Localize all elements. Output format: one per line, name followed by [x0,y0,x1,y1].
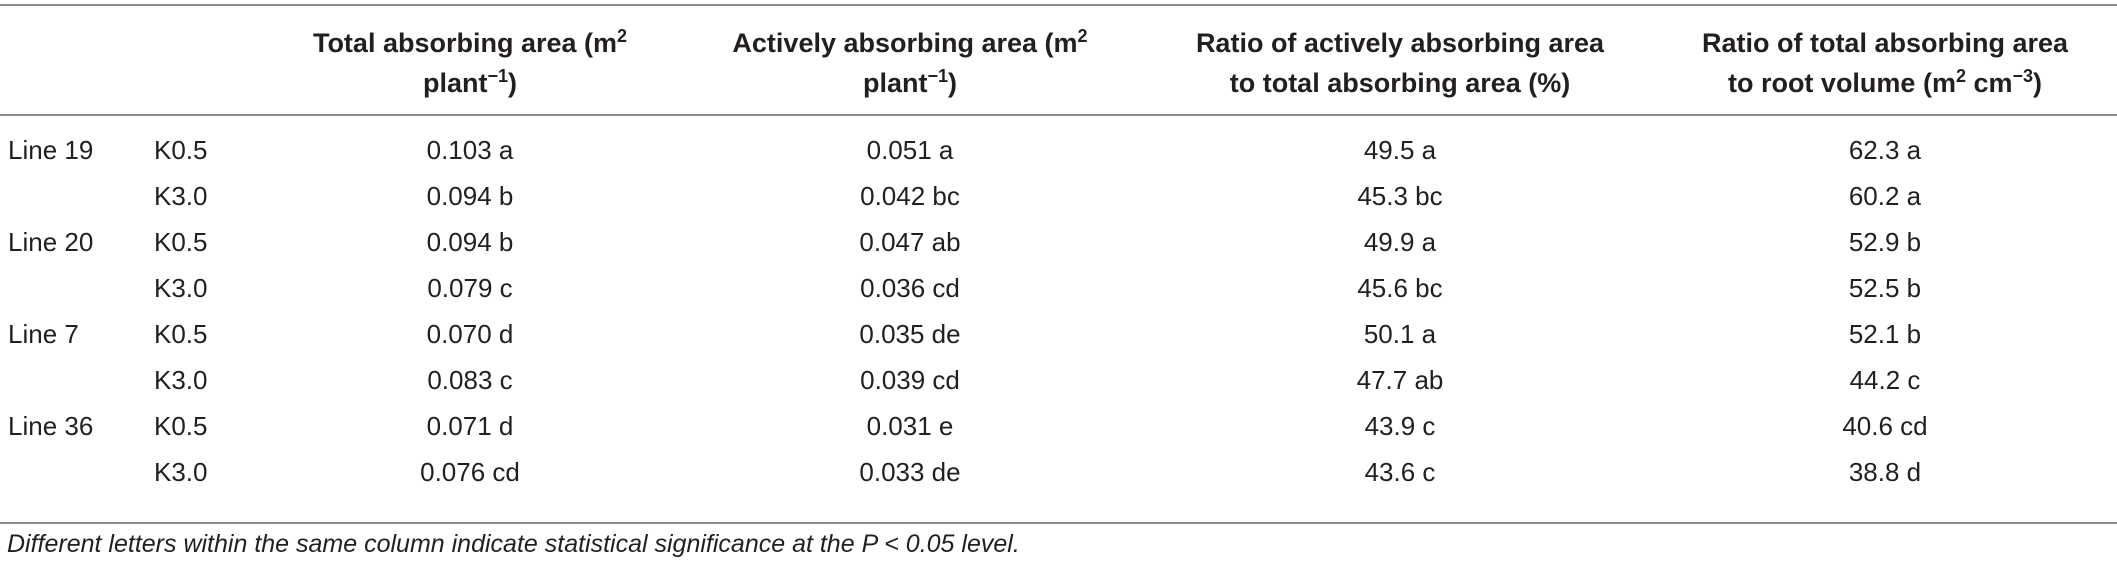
row-treatment: K3.0 [154,457,208,487]
cell-active-area: 0.042 bc [860,181,960,211]
cell-ratio-volume: 52.5 b [1848,273,1922,303]
cell-ratio-active: 50.1 a [1363,319,1437,349]
cell-ratio-volume: 44.2 c [1849,365,1921,395]
cell-total-area: 0.079 c [427,273,513,303]
cell-ratio-volume: 38.8 d [1848,457,1922,487]
row-line-label: Line 36 [8,411,94,441]
cell-ratio-active: 49.9 a [1363,227,1437,257]
cell-ratio-active: 45.6 bc [1357,273,1443,303]
cell-active-area: 0.047 ab [859,227,961,257]
cell-ratio-active: 43.9 c [1364,411,1436,441]
cell-active-area: 0.051 a [866,135,954,165]
row-treatment: K0.5 [154,135,208,165]
header-actively-absorbing-area: Actively absorbing area (m2 plant−1) [732,26,1088,98]
cell-active-area: 0.036 cd [860,273,960,303]
row-treatment: K0.5 [154,411,208,441]
row-treatment: K3.0 [154,273,208,303]
header-ratio-active-to-total: Ratio of actively absorbing area to tota… [1195,28,1605,98]
cell-ratio-volume: 62.3 a [1848,135,1922,165]
cell-ratio-active: 45.3 bc [1357,181,1443,211]
row-treatment: K3.0 [154,181,208,211]
row-line-label: Line 7 [8,319,79,349]
cell-total-area: 0.094 b [426,227,514,257]
cell-total-area: 0.071 d [426,411,514,441]
row-treatment: K0.5 [154,319,208,349]
header-total-absorbing-area: Total absorbing area (m2 plant−1) [312,26,628,98]
cell-total-area: 0.083 c [427,365,513,395]
cell-total-area: 0.076 cd [420,457,520,487]
cell-active-area: 0.033 de [859,457,961,487]
cell-active-area: 0.035 de [859,319,961,349]
row-treatment: K0.5 [154,227,208,257]
cell-ratio-active: 47.7 ab [1356,365,1444,395]
table-bottom-rule [0,522,2117,524]
cell-ratio-volume: 40.6 cd [1842,411,1928,441]
cell-ratio-volume: 52.1 b [1848,319,1922,349]
cell-ratio-volume: 52.9 b [1848,227,1922,257]
header-ratio-total-to-root-volume: Ratio of total absorbing area to root vo… [1701,28,2069,98]
cell-total-area: 0.103 a [426,135,514,165]
table-header-rule [0,114,2117,116]
cell-ratio-active: 43.6 c [1364,457,1436,487]
cell-total-area: 0.070 d [426,319,514,349]
cell-total-area: 0.094 b [426,181,514,211]
row-line-label: Line 19 [8,135,94,165]
row-line-label: Line 20 [8,227,94,257]
cell-ratio-volume: 60.2 a [1848,181,1922,211]
cell-active-area: 0.039 cd [860,365,960,395]
cell-active-area: 0.031 e [866,411,954,441]
table-top-rule [0,4,2117,6]
table-footnote: Different letters within the same column… [7,530,1020,558]
cell-ratio-active: 49.5 a [1363,135,1437,165]
row-treatment: K3.0 [154,365,208,395]
